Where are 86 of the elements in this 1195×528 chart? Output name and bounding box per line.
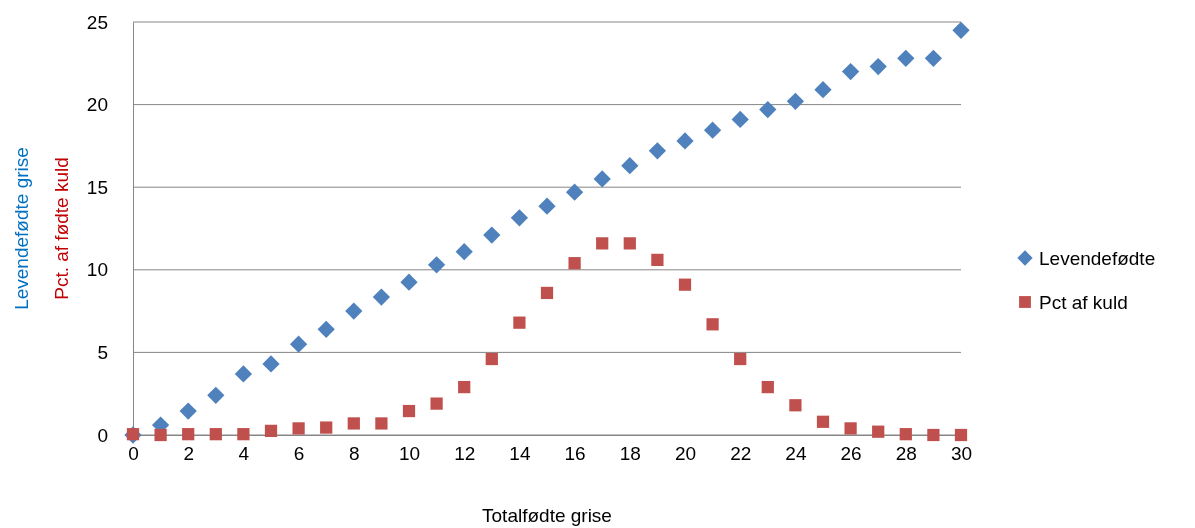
point — [648, 142, 667, 160]
x-tick-label: 14 — [509, 443, 531, 465]
point — [621, 157, 639, 175]
point — [954, 428, 968, 442]
point — [678, 278, 692, 291]
x-tick-label: 30 — [950, 443, 973, 465]
x-tick-label: 0 — [128, 443, 139, 465]
point — [347, 417, 360, 430]
point — [510, 209, 529, 227]
point — [320, 421, 333, 434]
point — [734, 352, 747, 366]
x-tick-label: 10 — [398, 443, 421, 465]
point — [317, 320, 335, 338]
point — [264, 424, 278, 437]
point — [706, 318, 719, 331]
point — [593, 170, 611, 188]
point — [568, 257, 581, 270]
point — [786, 92, 805, 110]
point — [375, 417, 388, 430]
point — [485, 352, 498, 366]
y-axis-title: Levendefødte grise — [11, 147, 32, 310]
point — [483, 226, 501, 244]
y-tick-label: 10 — [86, 259, 108, 281]
point — [430, 397, 443, 410]
point — [841, 62, 860, 81]
x-tick-label: 16 — [564, 443, 586, 465]
point — [237, 428, 250, 441]
point — [924, 49, 943, 67]
y2-axis-title: Pct. af fødte kuld — [51, 157, 72, 300]
point — [400, 273, 418, 291]
x-tick-label: 24 — [785, 443, 807, 465]
point — [458, 380, 471, 394]
point — [869, 57, 887, 76]
point — [789, 399, 802, 412]
point — [761, 380, 774, 394]
x-tick-label: 8 — [349, 443, 360, 465]
x-axis-title: Totalfødte grise — [482, 505, 612, 526]
point — [844, 422, 857, 435]
point — [538, 197, 556, 215]
x-tick-label: 2 — [183, 443, 194, 465]
point — [513, 316, 526, 329]
point — [209, 428, 222, 441]
point — [455, 243, 473, 261]
point — [759, 100, 777, 119]
point — [952, 21, 970, 39]
point — [816, 415, 830, 428]
y-tick-label: 5 — [97, 341, 108, 363]
point — [651, 253, 664, 267]
point — [345, 302, 363, 320]
point — [596, 237, 609, 250]
x-tick-label: 18 — [619, 443, 641, 465]
point — [676, 132, 694, 150]
point — [372, 288, 391, 306]
point — [927, 428, 940, 442]
point — [427, 256, 446, 274]
point — [899, 428, 912, 441]
point — [292, 422, 305, 435]
point — [402, 404, 416, 418]
point — [703, 121, 722, 139]
point — [731, 110, 749, 129]
y-tick-label: 20 — [86, 94, 108, 116]
x-tick-label: 20 — [674, 443, 697, 465]
y-tick-label: 15 — [86, 176, 108, 198]
point — [872, 425, 885, 438]
point — [565, 183, 584, 201]
point — [289, 335, 308, 353]
point — [179, 402, 197, 420]
point — [623, 237, 636, 250]
x-tick-label: 28 — [895, 443, 917, 465]
x-tick-label: 22 — [730, 443, 752, 465]
point — [154, 428, 167, 442]
point — [897, 49, 915, 67]
x-tick-label: 12 — [454, 443, 476, 465]
legend-label: Levendefødte — [1039, 248, 1156, 269]
point — [540, 286, 554, 300]
x-tick-label: 26 — [840, 443, 862, 465]
legend-label: Pct af kuld — [1039, 292, 1128, 313]
x-tick-label: 6 — [293, 443, 305, 465]
point — [234, 365, 253, 383]
point — [207, 386, 225, 404]
point — [262, 355, 280, 373]
point — [814, 81, 832, 99]
y-tick-label: 25 — [86, 11, 108, 33]
x-tick-label: 4 — [238, 443, 250, 465]
point — [182, 428, 195, 441]
y-tick-label: 0 — [97, 424, 108, 446]
